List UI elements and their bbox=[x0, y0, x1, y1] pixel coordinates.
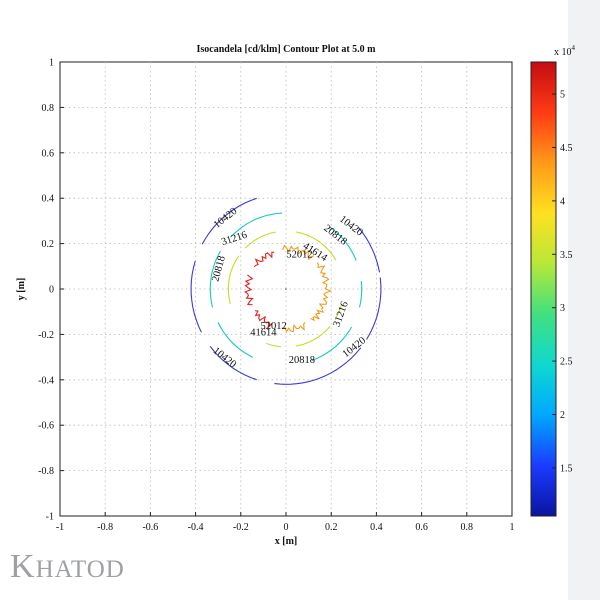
y-axis-label: y [m] bbox=[16, 278, 27, 301]
y-tick-label: 0.2 bbox=[42, 239, 55, 250]
contour-line-20818 bbox=[230, 212, 283, 238]
x-axis-label: x [m] bbox=[275, 536, 298, 547]
x-tick-label: 0 bbox=[284, 522, 289, 533]
x-tick-label: 0.4 bbox=[370, 522, 383, 533]
contour-line-10420 bbox=[201, 197, 257, 245]
x-tick-label: -1 bbox=[56, 522, 64, 533]
contour-line-10420 bbox=[190, 260, 202, 333]
contour-line-52012 bbox=[243, 274, 254, 306]
contour-line-20818 bbox=[217, 322, 254, 358]
colorbar-tick-label: 3.5 bbox=[560, 250, 573, 261]
x-tick-label: 0.8 bbox=[461, 522, 474, 533]
contour-line-31216 bbox=[227, 255, 240, 305]
tick-layer: -1 -0.8 -0.6 -0.4 -0.2 0 0.2 0.4 0.6 0.8 1 1 0.8 0.6 0… bbox=[38, 58, 514, 534]
y-tick-label: 0.6 bbox=[42, 148, 55, 159]
chart-title: Isocandela [cd/klm] Contour Plot at 5.0 … bbox=[197, 44, 377, 55]
logo-rest: HATOD bbox=[35, 556, 125, 583]
colorbar-tick-label: 2.5 bbox=[560, 357, 573, 368]
y-tick-label: 1 bbox=[49, 58, 54, 69]
x-tick-label: -0.8 bbox=[97, 522, 113, 533]
contour-line-10420 bbox=[366, 300, 381, 340]
colorbar-tick-label: 4.5 bbox=[560, 143, 573, 154]
contour-line-10420 bbox=[274, 378, 319, 385]
logo-initial: K bbox=[10, 548, 36, 585]
y-tick-label: -0.8 bbox=[38, 466, 54, 477]
colorbar-tick-label: 5 bbox=[560, 90, 565, 101]
y-tick-label: -0.2 bbox=[38, 330, 54, 341]
colorbar-multiplier: x 104 bbox=[554, 44, 576, 58]
colorbar-tick-label: 4 bbox=[560, 196, 565, 207]
y-tick-label: -0.6 bbox=[38, 421, 54, 432]
contour-line-31216 bbox=[295, 231, 337, 261]
x-tick-label: 1 bbox=[510, 522, 515, 533]
contour-layer bbox=[190, 197, 382, 385]
contour-label: 52012 bbox=[260, 321, 286, 332]
contour-line-41614 bbox=[316, 262, 332, 310]
y-tick-label: -0.4 bbox=[38, 375, 54, 386]
contour-line-20818 bbox=[311, 326, 353, 362]
x-tick-label: -0.6 bbox=[142, 522, 158, 533]
contour-line-10420 bbox=[318, 347, 362, 380]
contour-line-10420 bbox=[379, 277, 382, 301]
x-tick-label: -0.4 bbox=[188, 522, 204, 533]
contour-line-20818 bbox=[209, 250, 221, 308]
contour-line-20818 bbox=[329, 226, 357, 261]
colorbar-tick-label: 3 bbox=[560, 303, 565, 314]
contour-line-41614 bbox=[282, 244, 315, 260]
contour-line-31216 bbox=[335, 303, 343, 319]
x-tick-label: -0.2 bbox=[233, 522, 249, 533]
khatod-logo: KHATOD bbox=[10, 548, 125, 586]
contour-line-41614 bbox=[282, 321, 306, 333]
y-tick-label: 0.8 bbox=[42, 103, 55, 114]
colorbar-tick-label: 1.5 bbox=[560, 463, 573, 474]
y-tick-label: -1 bbox=[46, 512, 54, 523]
contour-line-31216 bbox=[244, 231, 277, 249]
contour-line-10420 bbox=[358, 227, 381, 273]
contour-label: 41614 bbox=[250, 328, 277, 339]
x-tick-label: 0.2 bbox=[325, 522, 338, 533]
contour-line-20818 bbox=[358, 281, 363, 308]
contour-line-10420 bbox=[209, 346, 257, 381]
colorbar-multiplier-exponent: 4 bbox=[572, 44, 576, 52]
contour-line-31216 bbox=[295, 325, 331, 347]
y-tick-label: 0.4 bbox=[42, 194, 55, 205]
y-tick-label: 0 bbox=[49, 285, 54, 296]
contour-line-52012 bbox=[253, 251, 275, 268]
contour-line-31216 bbox=[266, 342, 282, 348]
colorbar-multiplier-base: x 10 bbox=[554, 47, 572, 58]
contour-label: 20818 bbox=[289, 355, 315, 366]
contour-label: 52012 bbox=[286, 249, 312, 260]
colorbar-tick-label: 2 bbox=[560, 410, 565, 421]
colorbar bbox=[530, 61, 557, 517]
contour-line-41614 bbox=[310, 309, 324, 322]
colorbar-ticks: 1.5 2 2.5 3 3.5 4 4.5 5 bbox=[552, 90, 573, 474]
x-tick-label: 0.6 bbox=[415, 522, 428, 533]
center-point bbox=[285, 288, 287, 290]
contour-line-52012 bbox=[254, 310, 273, 329]
right-margin-strip bbox=[568, 0, 600, 600]
